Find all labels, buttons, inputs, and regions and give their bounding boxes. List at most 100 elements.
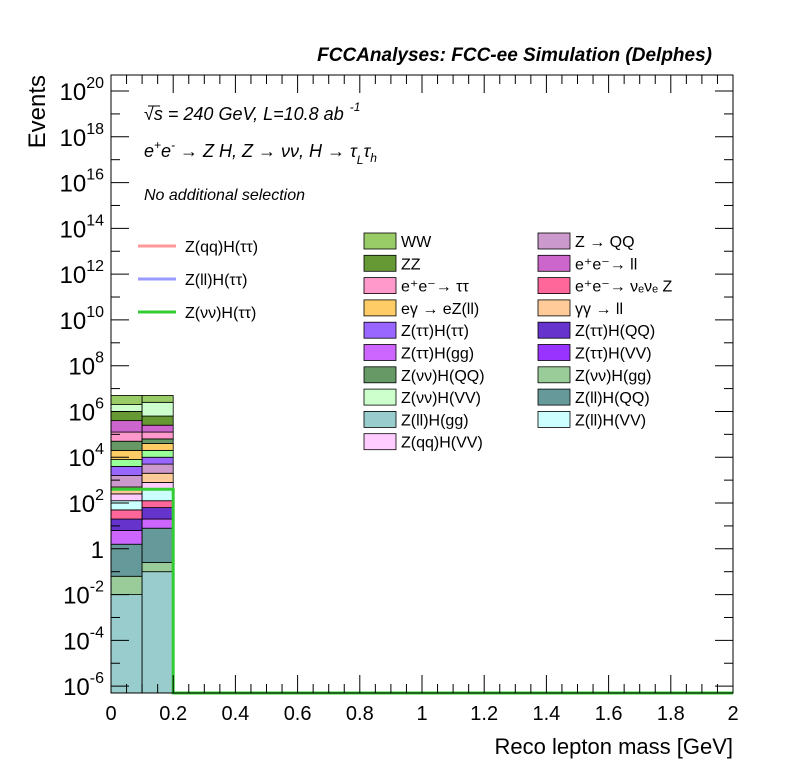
x-tick-label: 0.6 [284,703,312,725]
y-tick-label: 10-6 [63,670,104,701]
signal-line [111,487,733,695]
y-tick-label: 1020 [60,75,105,106]
x-tick-label: 1.4 [532,703,560,725]
process-label: e+e- → Z H, Z → νν, H → τLτh [144,138,377,167]
stack-bar [141,472,174,483]
y-tick-label: 1016 [60,167,105,198]
legend-label: e⁺e⁻→ νₑνₑ Z [575,279,672,296]
stack-bar [110,493,143,502]
y-tick-label: 1012 [60,258,105,289]
x-tick-label: 1.6 [595,703,623,725]
process-tau: τ [363,141,371,161]
axes: 0 0.2 0.4 0.6 0.8 1 1.2 1.4 1.6 1.8 2 1020 1018 1016 1… [60,75,739,725]
process-sub2: h [370,151,377,165]
process-e2: e [161,141,171,161]
legend-line-label: Z(ll)H(ττ) [185,272,247,289]
legend-swatch [537,321,571,339]
legend-swatch [537,366,571,384]
legend-swatch [363,254,397,272]
plot-title: FCCAnalyses: FCC-ee Simulation (Delphes) [317,45,712,66]
stack-bar [141,562,174,573]
x-tick-label: 1 [416,703,427,725]
stack-bar [141,456,174,465]
stack-bar [141,424,174,433]
legend-swatch [363,366,397,384]
y-tick-label: 102 [68,487,104,518]
legend-label: Z(qq)H(VV) [401,435,483,452]
stack-bar [141,571,174,694]
legend-label: Z(ll)H(QQ) [575,390,650,407]
legend-swatch [537,388,571,406]
x-tick-label: 0 [105,703,116,725]
legend-swatch [363,344,397,361]
legend-label: e⁺e⁻→ ll [575,256,637,273]
y-tick-label: 10-2 [63,579,104,610]
stacked-histogram [110,395,174,694]
y-tick-label: 108 [68,350,104,381]
legend-swatch [537,254,571,272]
lumi-exponent: -1 [350,100,361,114]
legend-label: Z(ττ)H(VV) [575,346,652,363]
stack-bar [141,518,174,529]
stack-bar [141,438,174,444]
process-sup1: + [154,138,161,152]
x-tick-label: 0.2 [159,703,187,725]
legend-label: ZZ [401,256,421,273]
stack-bar [110,411,143,422]
stack-bar [110,475,143,488]
stack-bar [110,509,143,520]
legend-label: Z(νν)H(VV) [401,390,481,407]
stack-bar [110,449,143,460]
legend-label: Z(ττ)H(QQ) [575,323,655,340]
stack-bar [110,440,143,451]
stack-bar [141,395,174,403]
stack-bar [141,449,174,458]
energy-lumi-text: s = 240 GeV, L=10.8 ab [154,104,344,124]
process-sub1: L [357,153,364,167]
stack-bar [141,527,174,563]
legend-swatch [363,232,397,250]
stack-bar [110,431,143,442]
legend-swatch [537,232,571,250]
stack-bar [141,507,174,520]
stack-bar [141,431,174,440]
legend-label: e⁺e⁻→ ττ [401,279,469,296]
legend-label: Z(ττ)H(ττ) [401,323,469,340]
legend-label: Z(ll)H(VV) [575,412,646,429]
legend-label: γγ → ll [575,301,623,318]
stack-bar [110,500,143,511]
y-tick-label: 1018 [60,121,105,152]
stack-bar [110,459,143,467]
legend-label: Z → QQ [575,234,635,251]
process-e1: e [144,141,154,161]
legend-label: WW [401,234,432,251]
legend-swatch [537,410,571,428]
stack-bar [141,443,174,451]
y-axis-label: Events [24,75,51,148]
legend-swatch [537,277,571,295]
y-tick-label: 1010 [60,304,105,335]
legend-label: eγ → eZ(ll) [401,301,479,318]
x-tick-label: 0.8 [346,703,374,725]
y-tick-label: 106 [68,395,104,426]
legend-swatch [363,277,397,295]
x-tick-label: 1.8 [657,703,685,725]
x-tick-label: 2 [727,703,738,725]
stack-bar [141,500,174,509]
signal-histograms [111,487,733,695]
svg-text:√s = 240 GeV, L=10.8 ab-1: √s = 240 GeV, L=10.8 ab -1 [144,100,360,124]
legend-label: Z(ττ)H(gg) [401,346,474,363]
stack-bar [110,575,143,595]
stack-bar [141,401,174,417]
legend-swatch [537,299,571,317]
legend-label: Z(νν)H(gg) [575,368,651,385]
y-tick-label: 1 [91,537,104,564]
x-axis-label: Reco lepton mass [GeV] [495,734,733,759]
legend-swatch [363,299,397,317]
y-tick-label: 1014 [60,212,105,243]
x-tick-label: 0.4 [221,703,249,725]
legend-swatch [363,388,397,406]
stack-bar [141,415,174,426]
stack-bar [110,518,143,531]
